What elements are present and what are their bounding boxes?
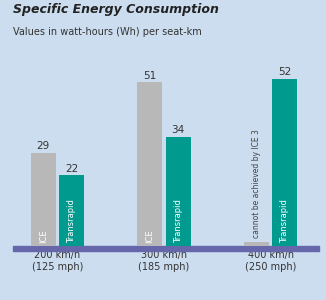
Text: Transrapid: Transrapid [67, 199, 76, 243]
Text: 34: 34 [171, 125, 185, 135]
Text: ICE: ICE [145, 229, 154, 243]
Bar [137, 82, 162, 246]
Bar [166, 137, 191, 246]
Text: cannot be achieved by ICE 3: cannot be achieved by ICE 3 [252, 129, 261, 238]
Text: 22: 22 [65, 164, 78, 173]
Text: 29: 29 [37, 141, 50, 151]
Bar [273, 79, 297, 246]
Text: Specific Energy Consumption: Specific Energy Consumption [13, 3, 219, 16]
Text: 51: 51 [143, 70, 156, 80]
Text: Transrapid: Transrapid [174, 199, 183, 243]
Bar [13, 246, 319, 251]
Bar [59, 176, 84, 246]
Bar [31, 153, 56, 246]
Text: ICE: ICE [39, 229, 48, 243]
Bar [244, 242, 269, 246]
Text: 52: 52 [278, 67, 291, 77]
Text: Values in watt-hours (Wh) per seat-km: Values in watt-hours (Wh) per seat-km [13, 27, 202, 37]
Text: Transrapid: Transrapid [280, 199, 289, 243]
